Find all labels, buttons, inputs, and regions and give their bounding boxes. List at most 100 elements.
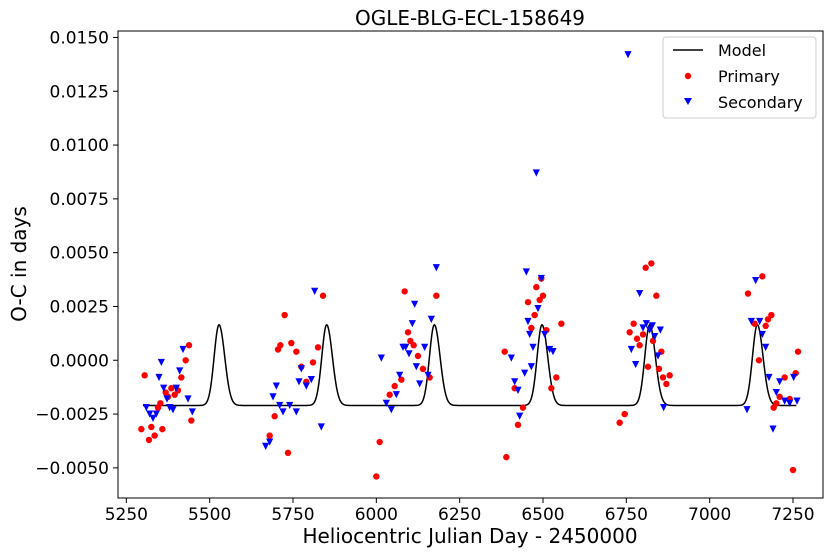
primary-point [410,342,417,349]
primary-point [663,380,670,388]
x-tick-label: 5750 [271,505,314,525]
primary-point [759,273,766,280]
primary-point [653,292,660,299]
legend-secondary-label: Secondary [718,93,803,112]
primary-point [138,425,145,433]
secondary-point [514,386,522,394]
primary-point [168,385,175,392]
secondary-point [747,317,755,326]
chart-title: OGLE-BLG-ECL-158649 [355,6,585,30]
legend-model-label: Model [718,41,766,60]
primary-point [376,438,383,446]
primary-point [386,391,393,398]
secondary-point [408,320,416,328]
secondary-point [184,395,192,403]
secondary-point [163,395,171,403]
secondary-point [412,363,420,371]
secondary-point [402,343,410,351]
y-tick-label: 0.0150 [50,28,109,48]
secondary-point [654,352,662,360]
primary-point [182,357,189,364]
secondary-point [149,414,157,422]
primary-point [151,432,158,439]
secondary-point [781,397,789,405]
secondary-point [516,412,524,420]
secondary-point [166,404,174,412]
secondary-point [292,408,300,416]
primary-point [621,410,628,418]
secondary-point [392,391,400,399]
secondary-point [142,404,150,412]
secondary-point [169,406,177,414]
secondary-point [532,169,540,177]
primary-point [642,264,649,271]
secondary-point [262,442,270,450]
secondary-point [188,408,196,416]
secondary-point [522,268,530,276]
secondary-point [146,410,154,418]
secondary-point [172,384,180,392]
legend-primary-swatch [684,72,692,80]
secondary-point [624,51,632,59]
y-tick-label: 0.0050 [50,244,109,264]
y-tick-label: 0.0075 [50,190,109,210]
model-layer [143,323,797,407]
primary-point [288,339,295,347]
primary-point [277,342,284,349]
y-tick-label: 0.0025 [50,297,109,317]
secondary-point [382,399,390,407]
legend: Model Primary Secondary [662,36,817,119]
primary-point [630,320,637,327]
secondary-point [743,406,751,414]
primary-point [744,290,752,297]
primary-point [391,382,398,390]
secondary-point [524,317,532,326]
secondary-point [295,378,303,386]
secondary-point [632,360,640,369]
primary-point [157,400,164,407]
primary-point [531,311,538,319]
secondary-point [160,384,168,392]
primary-point [373,473,380,480]
primary-point [781,374,788,381]
primary-point [188,417,195,424]
legend-secondary-swatch [684,98,692,105]
x-tick-label: 7250 [771,505,814,525]
primary-point [404,329,412,336]
secondary-point [527,363,535,371]
secondary-point [416,380,424,388]
secondary-point [427,315,435,323]
secondary-point [765,373,773,382]
secondary-point [405,350,413,358]
secondary-point [424,371,432,379]
secondary-point [627,345,635,354]
secondary-point [636,289,644,298]
primary-point [536,296,543,304]
primary-point [419,365,427,373]
primary-point [533,283,540,291]
secondary-point [387,406,395,414]
secondary-point [432,264,440,272]
primary-point [284,449,292,457]
primary-point [659,374,667,381]
secondary-point [279,408,287,416]
secondary-point [521,369,529,377]
primary-point [789,466,797,474]
secondary-point [155,373,163,382]
x-tick-label: 5500 [188,505,231,525]
axis-layer: 5250 5500 5750 6000 6250 6500 6750 7000 7250 −0.0… [35,28,814,525]
primary-point [755,357,763,364]
primary-point [407,337,414,345]
primary-point [648,260,655,267]
x-tick-label: 6500 [521,505,564,525]
primary-point [271,413,278,420]
secondary-point [646,326,654,334]
y-tick-label: 0.0000 [50,351,109,371]
primary-point [773,400,780,407]
primary-point [751,320,758,327]
primary-point [519,404,527,411]
primary-point [644,363,652,370]
primary-point [558,320,565,327]
primary-point [503,453,510,461]
secondary-point [286,401,294,410]
